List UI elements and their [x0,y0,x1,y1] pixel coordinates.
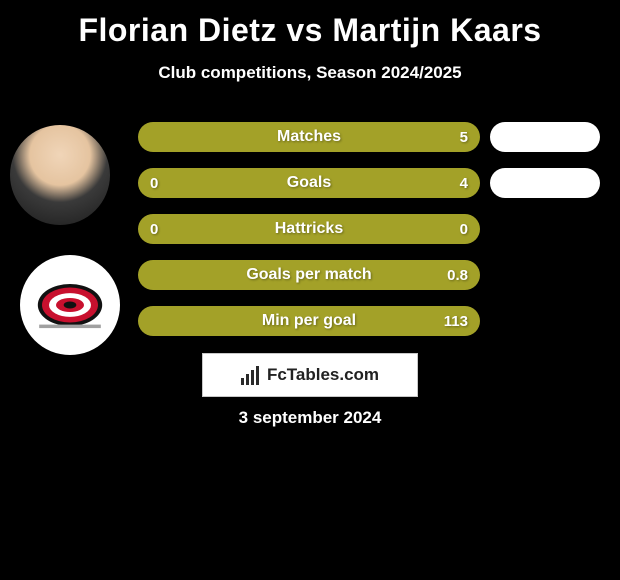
subtitle: Club competitions, Season 2024/2025 [0,63,620,83]
stat-right-value: 5 [460,129,468,146]
stat-right-value: 0 [460,221,468,238]
hurricane-logo-icon [35,270,105,340]
stat-right-value: 0.8 [447,267,468,284]
bar-chart-icon [241,365,261,385]
page-title: Florian Dietz vs Martijn Kaars [0,0,620,49]
branding-text: FcTables.com [267,365,379,385]
stat-right-value: 113 [444,313,468,330]
stat-left-value: 0 [150,221,158,238]
stat-label: Hattricks [275,220,343,238]
branding-badge[interactable]: FcTables.com [202,353,418,397]
stat-bar: 0 Goals 4 [138,168,480,198]
stat-bar: Matches 5 [138,122,480,152]
player-2-team-logo [20,255,120,355]
stat-label: Matches [277,128,341,146]
stat-left-value: 0 [150,175,158,192]
outer-pills [490,122,600,352]
stat-bar: Goals per match 0.8 [138,260,480,290]
outer-pill [490,122,600,152]
stat-label: Min per goal [262,312,356,330]
outer-pill [490,168,600,198]
player-1-avatar [10,125,110,225]
stat-right-value: 4 [460,175,468,192]
stat-bar: 0 Hattricks 0 [138,214,480,244]
avatar-column [10,125,120,385]
stat-bar: Min per goal 113 [138,306,480,336]
stat-label: Goals per match [246,266,371,284]
stat-label: Goals [287,174,331,192]
stat-bars: Matches 5 0 Goals 4 0 Hattricks 0 Goals per matc… [138,122,480,352]
date-label: 3 september 2024 [0,408,620,428]
